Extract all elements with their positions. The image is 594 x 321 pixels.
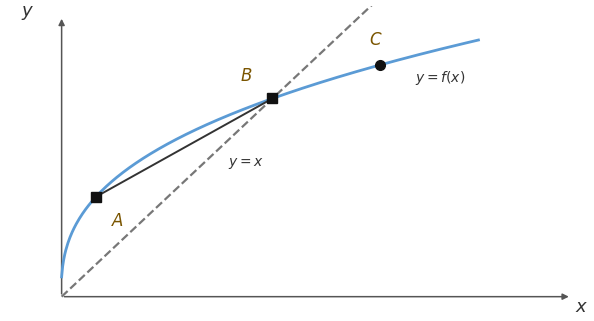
Text: $y = f(x)$: $y = f(x)$ — [415, 69, 465, 87]
Text: $y$: $y$ — [21, 4, 34, 22]
Text: $x$: $x$ — [575, 298, 588, 316]
Text: $y = x$: $y = x$ — [228, 156, 264, 171]
Text: $C$: $C$ — [369, 31, 382, 49]
Text: $A$: $A$ — [110, 213, 124, 230]
Text: $B$: $B$ — [241, 67, 253, 85]
